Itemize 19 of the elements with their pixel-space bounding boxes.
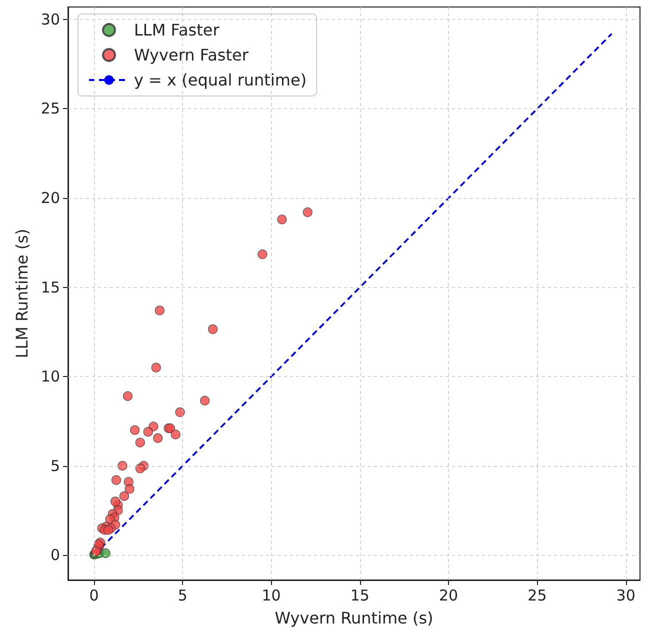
y-tick-label: 10: [40, 368, 60, 386]
y-tick-label: 5: [50, 456, 60, 475]
y-tick-label: 20: [40, 189, 60, 207]
y-tick-label: 30: [40, 10, 60, 28]
x-tick-label: 0: [89, 586, 99, 604]
x-tick-label: 5: [178, 586, 188, 604]
x-tick-label: 15: [350, 586, 370, 604]
x-tick-label: 30: [616, 586, 636, 604]
legend-label: LLM Faster: [134, 20, 220, 40]
legend-label: Wyvern Faster: [134, 46, 249, 64]
y-axis-title: LLM Runtime (s): [12, 228, 32, 358]
y-tick-label: 25: [40, 100, 60, 118]
x-tick-label: 25: [528, 586, 547, 604]
y-tick-label: 15: [40, 278, 60, 296]
legend-label: y = x (equal runtime): [134, 70, 307, 90]
x-tick-label: 10: [262, 586, 281, 604]
y-tick-label: 0: [50, 546, 60, 564]
x-tick-label: 20: [439, 586, 458, 604]
x-axis-title: Wyvern Runtime (s): [274, 608, 434, 628]
